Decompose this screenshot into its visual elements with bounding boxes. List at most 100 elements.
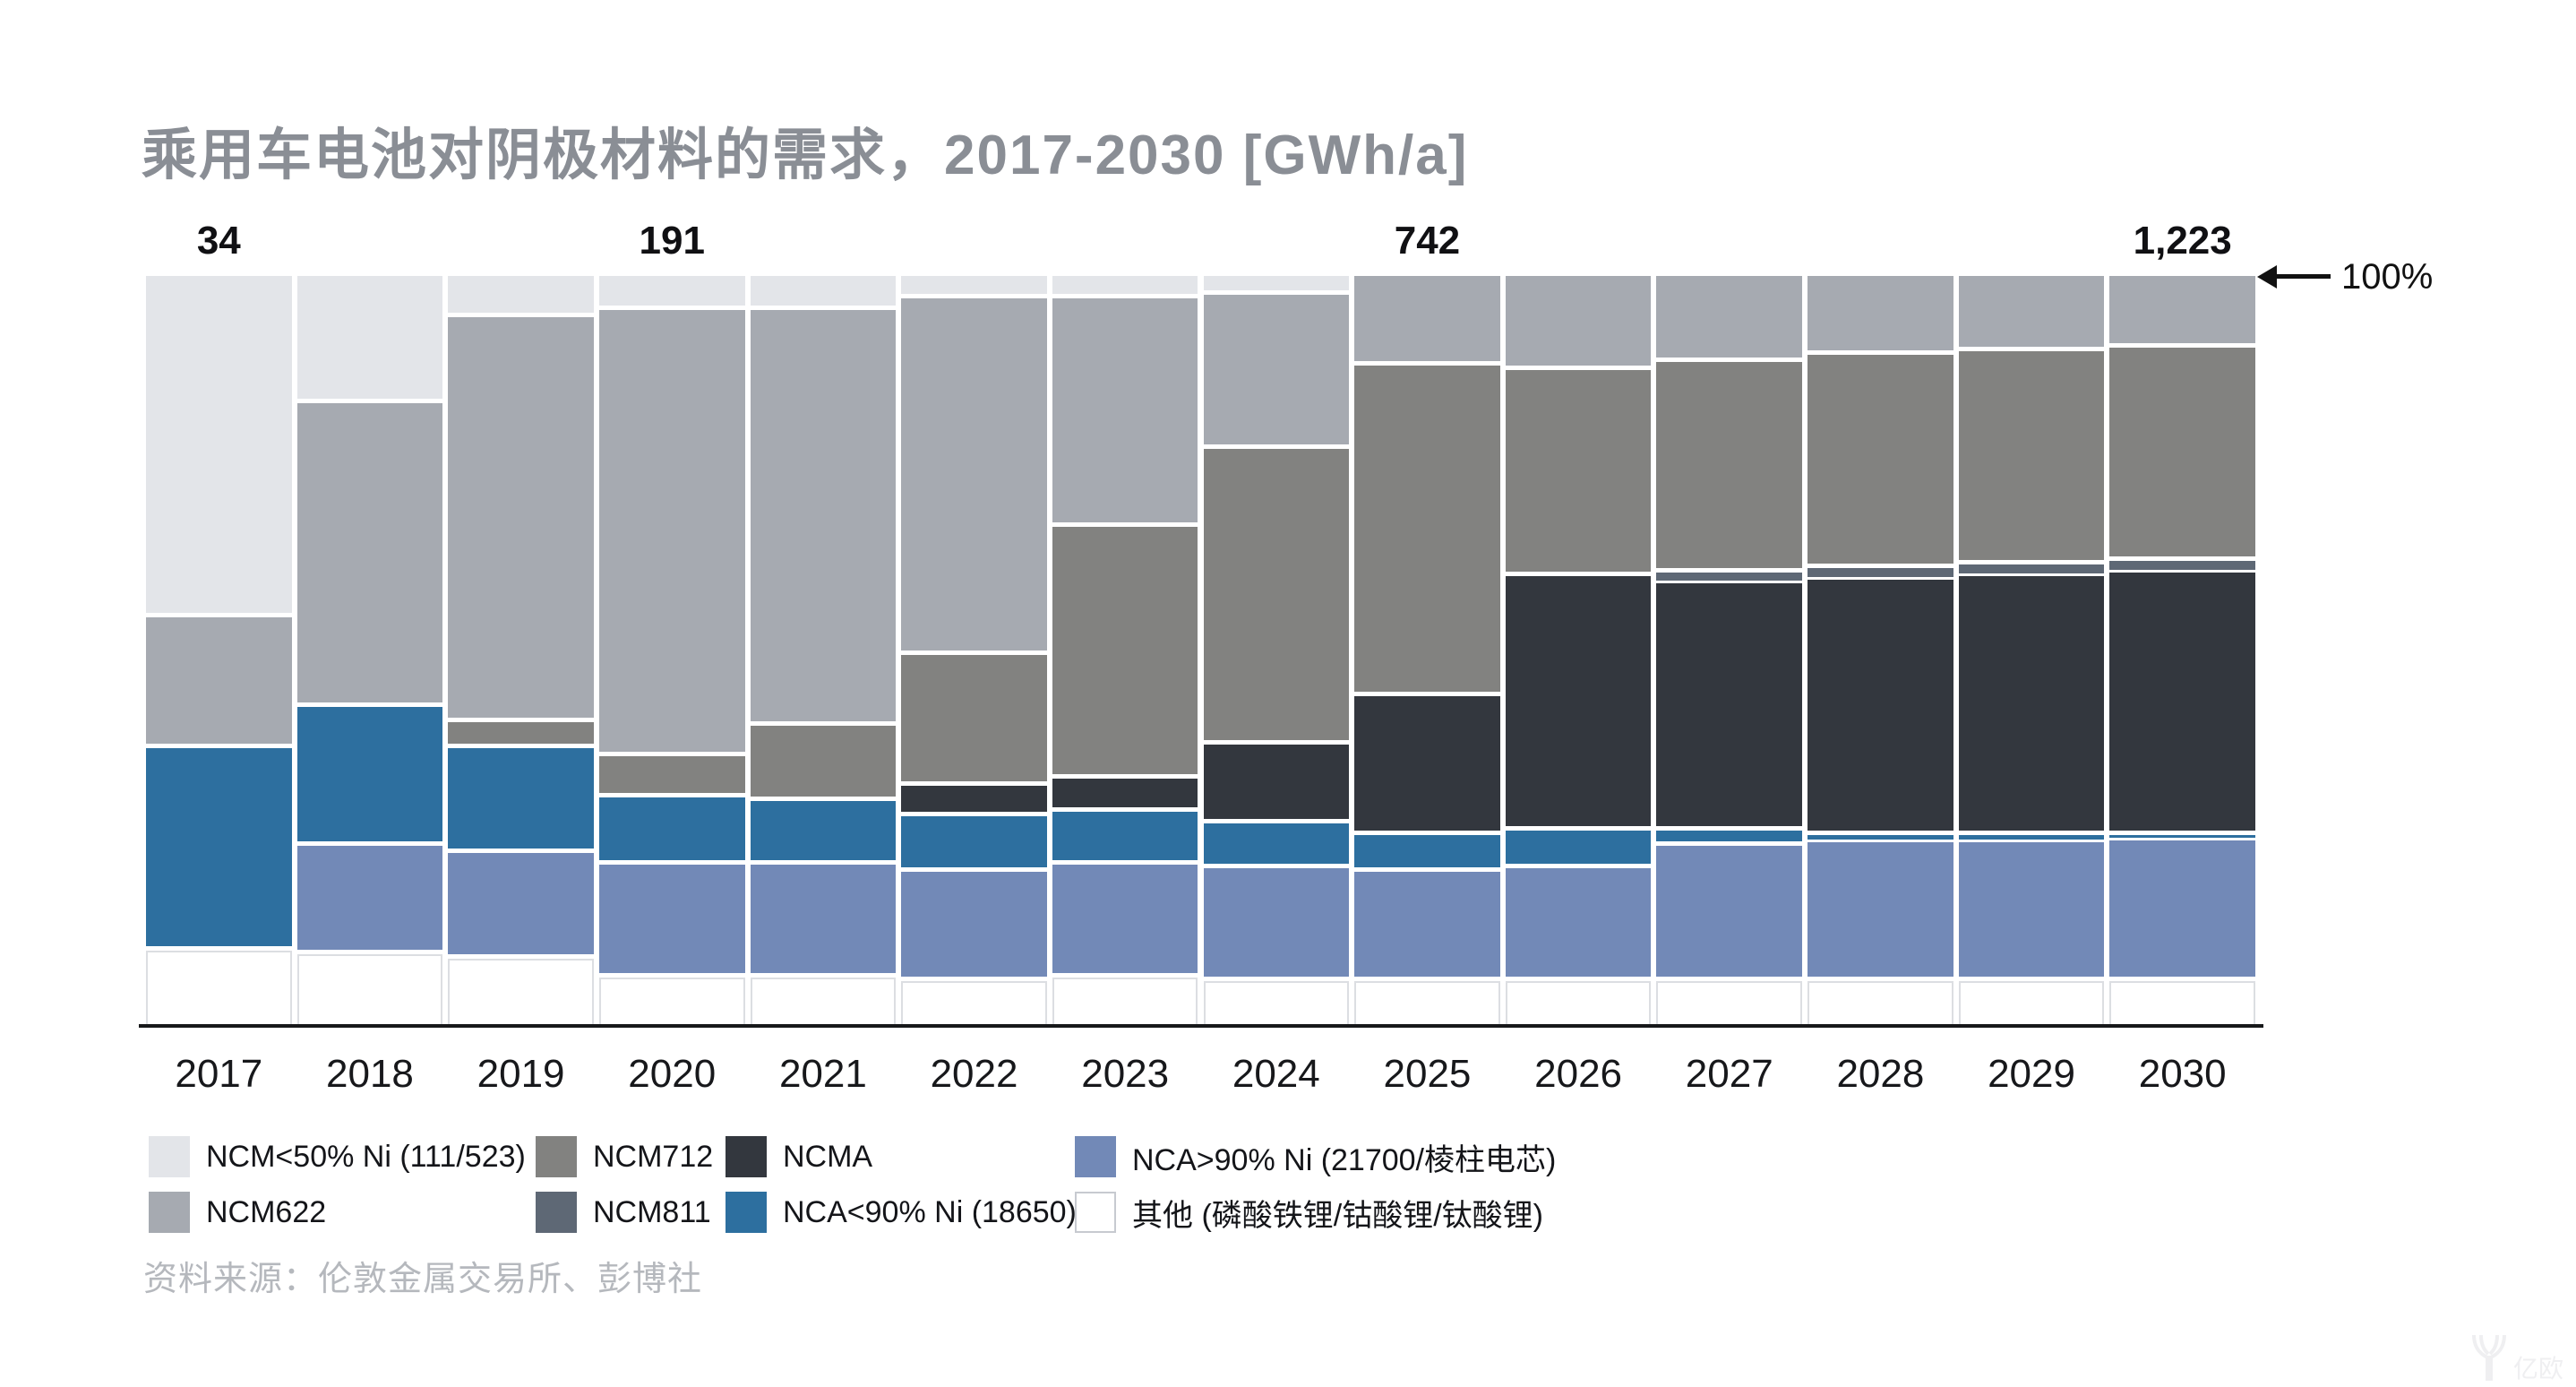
segment-nca-lt90-2019	[448, 748, 594, 854]
hundred-percent-label: 100%	[2341, 257, 2434, 297]
segment-ncm-lt50-2021	[750, 276, 897, 310]
tick-label-2023: 2023	[1081, 1052, 1170, 1096]
source-note: 资料来源：伦敦金属交易所、彭博社	[143, 1261, 703, 1298]
segment-ncm622-2023	[1052, 298, 1198, 528]
legend-swatch-ncm811	[536, 1192, 577, 1233]
segment-ncm-lt50-2018	[296, 276, 443, 404]
segment-ncm-lt50-2017	[146, 276, 292, 617]
segment-other-2017	[146, 951, 292, 1026]
segment-other-2020	[598, 977, 745, 1026]
segment-ncm712-2030	[2109, 347, 2255, 562]
segment-ncm622-2028	[1807, 276, 1953, 355]
segment-other-2021	[750, 977, 897, 1026]
segment-ncm-lt50-2019	[448, 276, 594, 318]
segment-nca-lt90-2026	[1505, 831, 1652, 869]
legend-swatch-ncma	[726, 1136, 767, 1177]
segment-ncma-2026	[1505, 575, 1652, 831]
legend-swatch-ncm712	[536, 1136, 577, 1177]
segment-nca-gt90-2023	[1052, 865, 1198, 978]
legend-label-ncm-lt50: NCM<50% Ni (111/523)	[206, 1139, 526, 1174]
segment-ncm622-2024	[1203, 294, 1350, 449]
legend-swatch-nca-lt90	[726, 1192, 767, 1233]
segment-ncm622-2025	[1354, 276, 1500, 366]
segment-ncm622-2019	[448, 317, 594, 722]
segment-nca-lt90-2022	[901, 815, 1047, 873]
segment-ncm712-2028	[1807, 354, 1953, 569]
bar-2027	[1656, 276, 1803, 1026]
segment-ncm811-2029	[1958, 564, 2105, 576]
tick-label-2018: 2018	[326, 1052, 414, 1096]
segment-nca-gt90-2026	[1505, 868, 1652, 981]
bar-2019	[448, 276, 594, 1026]
segment-ncm-lt50-2022	[901, 276, 1047, 299]
segment-ncm811-2027	[1656, 572, 1803, 584]
legend-swatch-nca-gt90	[1075, 1136, 1116, 1177]
segment-ncm622-2022	[901, 298, 1047, 655]
segment-other-2024	[1203, 980, 1350, 1026]
tick-label-2026: 2026	[1534, 1052, 1623, 1096]
tick-label-2029: 2029	[1988, 1052, 2075, 1096]
segment-ncm622-2017	[146, 616, 292, 749]
legend-swatch-ncm622	[149, 1192, 190, 1233]
tick-label-2030: 2030	[2138, 1052, 2227, 1096]
bar-2017	[146, 276, 292, 1026]
segment-ncm622-2018	[296, 403, 443, 708]
segment-ncm712-2024	[1203, 448, 1350, 745]
segment-nca-lt90-2023	[1052, 812, 1198, 866]
segment-ncm-lt50-2020	[598, 276, 745, 310]
segment-ncm712-2022	[901, 654, 1047, 787]
segment-nca-gt90-2022	[901, 872, 1047, 981]
segment-ncm622-2026	[1505, 276, 1652, 370]
segment-nca-gt90-2030	[2109, 840, 2255, 981]
segment-ncm712-2023	[1052, 527, 1198, 779]
segment-ncm622-2027	[1656, 276, 1803, 363]
tick-label-2025: 2025	[1383, 1052, 1472, 1096]
segment-nca-gt90-2028	[1807, 841, 1953, 981]
segment-nca-lt90-2020	[598, 797, 745, 866]
segment-nca-lt90-2025	[1354, 834, 1500, 873]
segment-nca-lt90-2017	[146, 748, 292, 952]
bar-2025	[1354, 276, 1500, 1026]
segment-ncma-2029	[1958, 575, 2105, 835]
segment-ncm811-2028	[1807, 568, 1953, 580]
legend-item-nca-gt90: NCA>90% Ni (21700/棱柱电芯)	[1075, 1136, 1556, 1177]
legend-item-ncm811: NCM811	[536, 1192, 713, 1233]
bar-2020	[598, 276, 745, 1026]
bar-2024	[1203, 276, 1350, 1026]
legend-item-nca-lt90: NCA<90% Ni (18650)	[726, 1192, 1077, 1233]
legend-label-ncm712: NCM712	[593, 1139, 714, 1174]
segment-nca-lt90-2028	[1807, 834, 1953, 842]
left-arrow-icon	[2257, 265, 2277, 289]
brand-y-icon	[2471, 1334, 2506, 1381]
legend-item-ncm622: NCM622	[149, 1192, 526, 1233]
stacked-bar-plot	[146, 276, 2255, 1026]
bar-2026	[1505, 276, 1652, 1026]
tick-label-2017: 2017	[175, 1052, 263, 1096]
segment-nca-gt90-2024	[1203, 868, 1350, 981]
segment-nca-gt90-2021	[750, 865, 897, 978]
legend-column-4: NCA>90% Ni (21700/棱柱电芯) 其他 (磷酸铁锂/钴酸锂/钛酸锂)	[1075, 1136, 1556, 1247]
segment-nca-lt90-2027	[1656, 831, 1803, 847]
segment-ncma-2030	[2109, 572, 2255, 835]
legend-swatch-other	[1075, 1192, 1116, 1233]
bar-2021	[750, 276, 897, 1026]
segment-nca-lt90-2029	[1958, 834, 2105, 842]
legend-label-ncm622: NCM622	[206, 1194, 327, 1229]
segment-other-2029	[1958, 980, 2105, 1026]
bar-2030	[2109, 276, 2255, 1026]
segment-ncm712-2025	[1354, 366, 1500, 696]
bar-2023	[1052, 276, 1198, 1026]
segment-ncm712-2027	[1656, 362, 1803, 573]
x-axis-line	[139, 1024, 2263, 1028]
legend-label-ncma: NCMA	[783, 1139, 873, 1174]
segment-ncm622-2020	[598, 309, 745, 756]
legend-item-ncm712: NCM712	[536, 1136, 713, 1177]
legend-column-2: NCM712 NCM811	[536, 1136, 713, 1247]
legend-label-ncm811: NCM811	[593, 1194, 711, 1229]
legend-swatch-ncm-lt50	[149, 1136, 190, 1177]
segment-ncma-2022	[901, 786, 1047, 816]
segment-ncm622-2021	[750, 309, 897, 727]
tick-label-2019: 2019	[477, 1052, 565, 1096]
page-title: 乘用车电池对阴极材料的需求，2017-2030 [GWh/a]	[142, 125, 1469, 186]
segment-ncma-2027	[1656, 583, 1803, 831]
